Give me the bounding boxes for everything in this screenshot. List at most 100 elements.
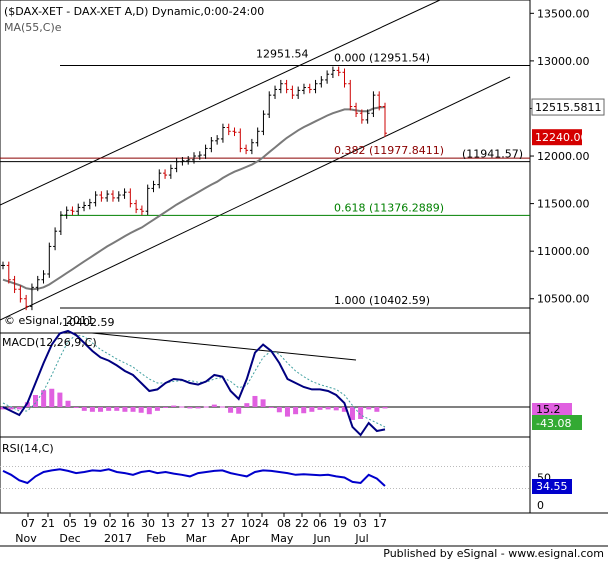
ma-legend: MA(55,C)e <box>4 21 62 34</box>
macd-histogram-bar <box>203 406 209 408</box>
macd-histogram-bar <box>276 407 282 413</box>
price-tick-label: 10500.00 <box>537 293 590 306</box>
macd-histogram-bar <box>16 407 22 410</box>
x-tick-label: 21 <box>41 517 55 530</box>
macd-histogram-bar <box>268 407 274 408</box>
rsi-tag-label: 34.55 <box>536 480 568 493</box>
macd-histogram-bar <box>49 388 55 407</box>
macd-histogram-bar <box>171 405 177 407</box>
macd-histogram-bar <box>187 407 193 409</box>
x-tick-label: 24 <box>255 517 269 530</box>
x-tick-label: 17 <box>373 517 387 530</box>
current-price-tag-box <box>532 129 582 146</box>
x-tick-label: 30 <box>141 517 155 530</box>
macd-divergence-line <box>91 332 357 361</box>
fib-label: 0.618 (11376.2889) <box>334 201 444 214</box>
macd-signal-line <box>2 334 386 428</box>
macd-histogram-bar <box>341 407 347 412</box>
macd-histogram-bar <box>41 390 47 407</box>
rsi-tag-box <box>532 478 572 494</box>
x-tick-label: 27 <box>221 517 235 530</box>
macd-histogram-bar <box>284 407 290 417</box>
macd-histogram-bar <box>244 403 250 407</box>
macd-histogram-bar <box>333 407 339 411</box>
x-tick-label: 07 <box>21 517 35 530</box>
macd-legend: MACD(12,26,9,C) <box>2 336 97 349</box>
month-label: Mar <box>186 532 207 545</box>
macd-histogram-bar <box>228 407 234 413</box>
macd-histogram-bar <box>154 407 160 411</box>
macd-histogram-bar <box>163 407 169 408</box>
x-tick-label: 06 <box>313 517 327 530</box>
rsi-legend: RSI(14,C) <box>2 442 54 455</box>
macd-line <box>2 329 386 437</box>
macd-panel: 15.2-43.08 <box>0 329 582 437</box>
price-tick-label: 12000.00 <box>537 150 590 163</box>
channel-lower-line <box>0 76 511 321</box>
macd-histogram-bar <box>114 407 120 411</box>
x-tick-label: 22 <box>295 517 309 530</box>
macd-histogram-bar <box>73 407 79 408</box>
macd-tag1-box <box>532 403 572 415</box>
rsi-line <box>2 468 386 487</box>
copyright-text: © eSignal, 2011 <box>4 314 94 327</box>
x-tick-label: 03 <box>353 517 367 530</box>
month-label: Dec <box>59 532 80 545</box>
x-tick-label: 13 <box>161 517 175 530</box>
price-tick-label: 13500.00 <box>537 7 590 20</box>
macd-histogram-bar <box>301 407 307 414</box>
x-tick-label: 27 <box>181 517 195 530</box>
month-label: Nov <box>15 532 37 545</box>
macd-histogram-bar <box>98 407 104 412</box>
macd-histogram-bar <box>8 407 14 410</box>
published-text: Published by eSignal - www.esignal.com <box>383 547 604 560</box>
macd-histogram-bar <box>366 407 372 410</box>
ma-tag-box <box>531 98 605 116</box>
macd-histogram-bar <box>57 392 63 407</box>
macd-histogram-bar <box>382 407 388 409</box>
support-label: (11941.57) <box>462 148 523 161</box>
month-label: Feb <box>146 532 165 545</box>
fib-label: 1.000 (10402.59) <box>334 294 430 307</box>
macd-histogram-bar <box>130 407 136 412</box>
macd-histogram-bar <box>33 395 39 407</box>
month-label: May <box>271 532 294 545</box>
macd-histogram-bar <box>211 404 217 407</box>
macd-histogram-bar <box>349 407 355 420</box>
ma-tag-label: 12515.5811 <box>535 101 601 114</box>
month-label: 2017 <box>104 532 132 545</box>
macd-histogram-bar <box>179 406 185 408</box>
macd-histogram-bar <box>358 407 364 419</box>
rsi-tick-0: 0 <box>537 499 544 512</box>
month-label: Jul <box>354 532 368 545</box>
macd-tag2-box <box>532 415 582 430</box>
macd-histogram-bar <box>236 407 242 414</box>
month-label: Jun <box>312 532 330 545</box>
macd-tag1-label: 15.2 <box>536 403 561 416</box>
macd-histogram-bar <box>260 399 266 407</box>
price-tick-label: 11000.00 <box>537 245 590 258</box>
price-panel: 13500.0013000.0012500.0012000.0011500.00… <box>0 7 605 329</box>
channel-upper-line <box>0 0 441 206</box>
macd-histogram-bar <box>146 407 152 415</box>
x-tick-label: 13 <box>201 517 215 530</box>
macd-histogram-bar <box>89 407 95 412</box>
macd-histogram-bar <box>0 407 6 410</box>
macd-histogram-bar <box>195 407 201 409</box>
macd-histogram-bar <box>317 407 323 410</box>
price-tick-label: 13000.00 <box>537 55 590 68</box>
fib-label: 0.000 (12951.54) <box>334 52 430 65</box>
price-tick-label: 11500.00 <box>537 198 590 211</box>
macd-histogram-bar <box>252 395 258 407</box>
x-tick-label: 05 <box>63 517 77 530</box>
chart-title: ($DAX-XET - DAX-XET A,D) Dynamic,0:00-24… <box>4 5 264 18</box>
macd-histogram-bar <box>293 407 299 415</box>
macd-histogram-bar <box>325 407 331 410</box>
low-label: 10402.59 <box>62 316 115 329</box>
macd-histogram-bar <box>374 407 380 412</box>
x-tick-label: 08 <box>277 517 291 530</box>
x-tick-label: 10 <box>241 517 255 530</box>
x-tick-label: 02 <box>103 517 117 530</box>
